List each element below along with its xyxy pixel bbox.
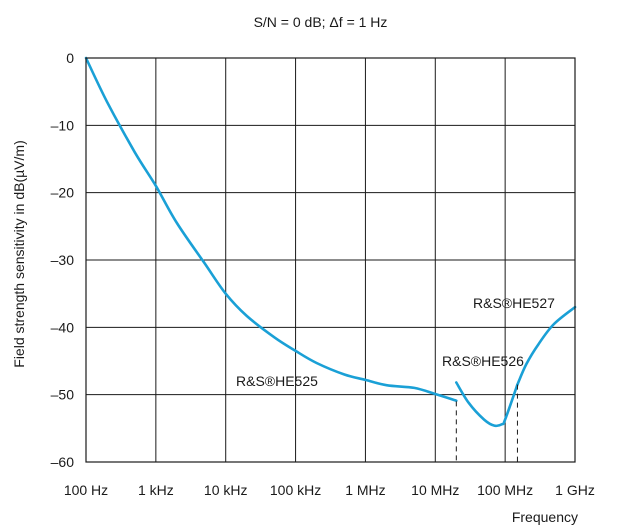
series-line-1 — [84, 56, 458, 402]
x-tick-label: 1 GHz — [555, 482, 595, 498]
series-label-1: R&S®HE525 — [236, 373, 318, 389]
y-tick-label: 0 — [66, 50, 74, 66]
range-markers — [455, 384, 518, 462]
x-tick-label: 10 MHz — [411, 482, 459, 498]
y-tick-label: –30 — [51, 252, 75, 268]
y-tick-labels: 0 –10 –20 –30 –40 –50 –60 — [51, 50, 75, 470]
x-tick-label: 10 kHz — [204, 482, 248, 498]
series-line-3 — [516, 305, 577, 386]
x-tick-label: 1 kHz — [138, 482, 174, 498]
x-tick-label: 100 kHz — [270, 482, 321, 498]
plot-frame — [85, 57, 576, 463]
x-tick-label: 100 MHz — [477, 482, 533, 498]
y-tick-label: –50 — [51, 387, 75, 403]
x-tick-labels: 100 Hz 1 kHz 10 kHz 100 kHz 1 MHz 10 MHz 100 M… — [64, 482, 595, 498]
series-labels: R&S®HE525 R&S®HE526 R&S®HE527 — [236, 295, 555, 389]
series-line-2 — [455, 381, 519, 428]
y-tick-label: –10 — [51, 117, 75, 133]
curves — [84, 56, 577, 428]
x-tick-label: 100 Hz — [64, 482, 108, 498]
series-label-3: R&S®HE527 — [473, 295, 555, 311]
y-tick-label: –20 — [51, 185, 75, 201]
series-label-2: R&S®HE526 — [442, 353, 524, 369]
chart-title: S/N = 0 dB; Δf = 1 Hz — [254, 14, 388, 30]
y-tick-label: –40 — [51, 319, 75, 335]
x-axis-label: Frequency — [512, 509, 578, 525]
grid — [85, 57, 576, 463]
y-axis-label: Field strength sensitivity in dB(µV/m) — [11, 140, 27, 367]
x-tick-label: 1 MHz — [345, 482, 385, 498]
y-tick-label: –60 — [51, 454, 75, 470]
